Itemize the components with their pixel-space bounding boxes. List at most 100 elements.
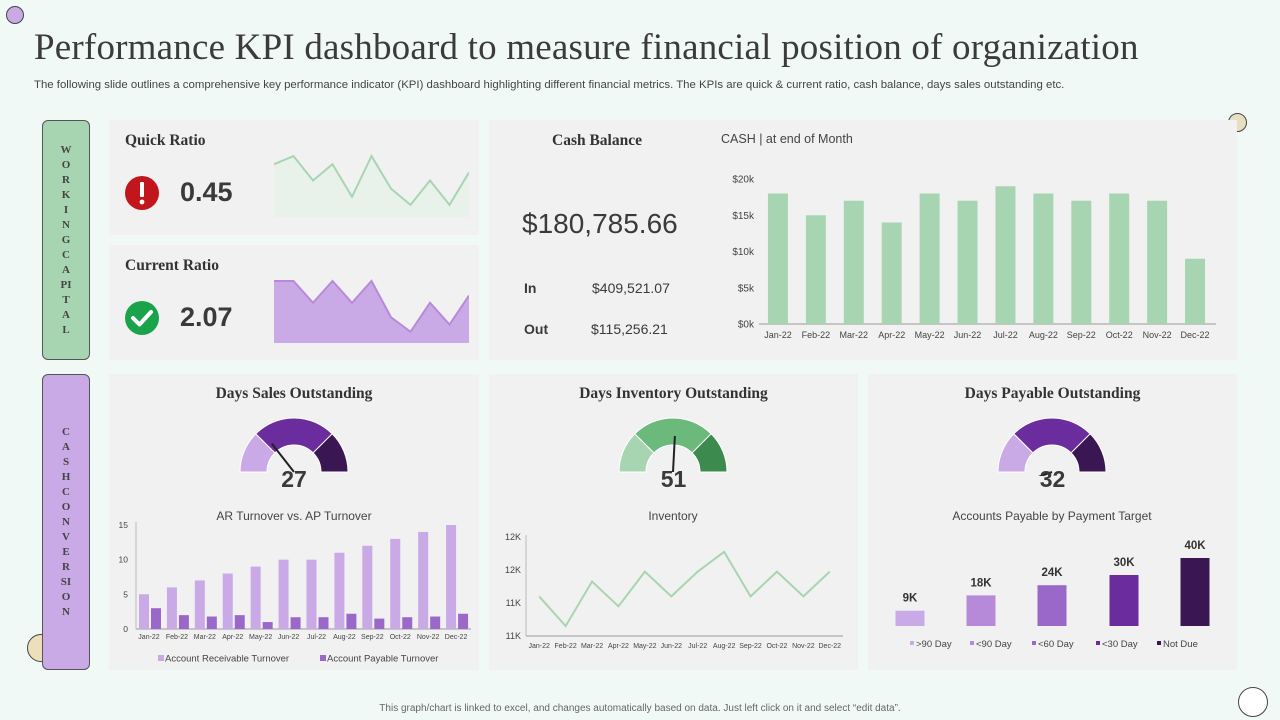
ap-bar <box>346 613 357 629</box>
dpo-title: Days Payable Outstanding <box>964 385 1141 402</box>
ap-bar <box>318 617 329 629</box>
ar-bar <box>166 587 177 629</box>
payable-data-label: 40K <box>1184 540 1206 552</box>
ar-bar <box>334 552 345 629</box>
cash-bar <box>1147 200 1168 324</box>
ap-bar <box>430 616 441 629</box>
current-ratio-panel: Current Ratio 2.07 <box>109 245 479 360</box>
ar-ap-xtick: Sep-22 <box>361 634 384 641</box>
payable-bar <box>1109 575 1139 626</box>
inventory-xtick: Dec-22 <box>819 643 842 650</box>
inventory-title: Inventory <box>648 509 697 523</box>
ar-ap-xtick: May-22 <box>249 634 272 641</box>
inventory-xtick: Jul-22 <box>688 643 707 650</box>
ap-bar <box>234 615 245 629</box>
ap-bar <box>206 616 217 629</box>
ar-ap-xtick: Jun-22 <box>278 634 300 641</box>
ar-ap-xtick: Apr-22 <box>222 634 243 641</box>
payable-data-label: 18K <box>970 577 992 589</box>
decor-circle-bottom-right <box>1238 687 1268 717</box>
section-working-capital-label: WORKING CAPITAL <box>60 143 72 336</box>
inventory-ytick: 12K <box>505 565 521 575</box>
legend-label: <60 Day <box>1038 639 1074 650</box>
ar-ap-xtick: Aug-22 <box>333 634 356 641</box>
legend-label: Account Receivable Turnover <box>165 654 289 665</box>
cash-bar <box>1033 193 1054 324</box>
ar-ap-bar-chart: AR Turnover vs. AP Turnover 0 5 10 15 Jan-22 F… <box>119 509 471 665</box>
cash-ytick: $0k <box>738 320 755 331</box>
cash-xtick: Sep-22 <box>1067 330 1096 340</box>
ap-bar <box>290 617 301 629</box>
payable-data-label: 24K <box>1041 567 1063 579</box>
payable-bar <box>966 595 996 626</box>
payable-bar <box>1037 585 1067 626</box>
cash-bar <box>1071 200 1092 324</box>
ar-bar <box>362 545 373 629</box>
cash-in-value: $409,521.07 <box>592 280 670 296</box>
legend-swatch <box>1096 641 1100 645</box>
ar-bar <box>194 580 205 629</box>
legend-swatch <box>1032 641 1036 645</box>
inventory-ytick: 11K <box>506 598 521 608</box>
ar-bar <box>306 559 317 629</box>
dpo-value: 32 <box>1039 466 1066 492</box>
cash-xtick: Feb-22 <box>802 330 831 340</box>
cash-in-label: In <box>524 280 537 296</box>
payable-title: Accounts Payable by Payment Target <box>952 509 1152 523</box>
footer-note: This graph/chart is linked to excel, and… <box>379 703 901 714</box>
ar-ap-xtick: Mar-22 <box>194 634 216 641</box>
ar-bar <box>139 594 149 629</box>
legend-swatch <box>910 641 914 645</box>
ar-ap-ytick: 0 <box>123 624 128 634</box>
ar-ap-xtick: Oct-22 <box>390 634 411 641</box>
inventory-xtick: Jun-22 <box>661 643 683 650</box>
cash-bar <box>805 215 826 324</box>
dio-gauge-needle <box>672 435 676 473</box>
ar-ap-xtick: Jan-22 <box>138 634 160 641</box>
ar-ap-title: AR Turnover vs. AP Turnover <box>216 509 371 523</box>
dio-title: Days Inventory Outstanding <box>579 385 768 402</box>
cash-xtick: Oct-22 <box>1106 330 1133 340</box>
legend-label: >90 Day <box>916 639 952 650</box>
legend-label: Account Payable Turnover <box>327 654 438 665</box>
dpo-gauge-needle <box>1038 471 1053 476</box>
section-working-capital: WORKING CAPITAL <box>42 120 90 360</box>
qr-spark-line <box>274 154 469 207</box>
cash-bar <box>843 200 864 324</box>
payable-data-label: 30K <box>1113 557 1135 569</box>
page-title: Performance KPI dashboard to measure fin… <box>34 27 1139 68</box>
page-subtitle: The following slide outlines a comprehen… <box>34 79 1065 91</box>
cash-xtick: Apr-22 <box>878 330 905 340</box>
cash-bar <box>957 200 978 324</box>
legend-swatch <box>1157 641 1161 645</box>
legend-label: <30 Day <box>1102 639 1138 650</box>
ap-bar <box>262 622 273 629</box>
inventory-ytick: 12K <box>505 532 521 542</box>
cash-out-value: $115,256.21 <box>591 321 668 337</box>
ar-bar <box>222 573 233 629</box>
cash-ytick: $15k <box>732 211 755 222</box>
quick-ratio-panel: Quick Ratio 0.45 <box>109 120 479 235</box>
legend-swatch <box>970 641 974 645</box>
cash-xtick: Aug-22 <box>1029 330 1058 340</box>
cash-bar <box>1109 193 1130 324</box>
inventory-xtick: Aug-22 <box>713 643 736 650</box>
inventory-xtick: May-22 <box>633 643 656 650</box>
quick-ratio-title: Quick Ratio <box>125 132 206 149</box>
ar-ap-xtick: Dec-22 <box>445 634 468 641</box>
dio-gauge <box>618 417 728 473</box>
dpo-gauge <box>997 417 1107 476</box>
dso-title: Days Sales Outstanding <box>215 385 373 402</box>
section-cash-conversion-label: CASH CONVERSION <box>60 425 72 618</box>
inventory-xtick: Apr-22 <box>608 643 629 650</box>
cash-ytick: $5k <box>738 283 755 294</box>
ar-bar <box>250 566 261 629</box>
cash-balance-amount: $180,785.66 <box>522 208 678 239</box>
cash-chart-title: CASH | at end of Month <box>721 132 853 146</box>
cash-xtick: Jan-22 <box>764 330 792 340</box>
payable-data-label: 9K <box>903 593 918 605</box>
inventory-line-chart: Inventory 11K 11K 12K 12K Jan-22 Feb-22 Mar-22 A… <box>505 509 843 650</box>
inventory-xtick: Nov-22 <box>792 643 815 650</box>
ap-bar <box>458 613 469 629</box>
quick-ratio-value: 0.45 <box>180 177 233 207</box>
